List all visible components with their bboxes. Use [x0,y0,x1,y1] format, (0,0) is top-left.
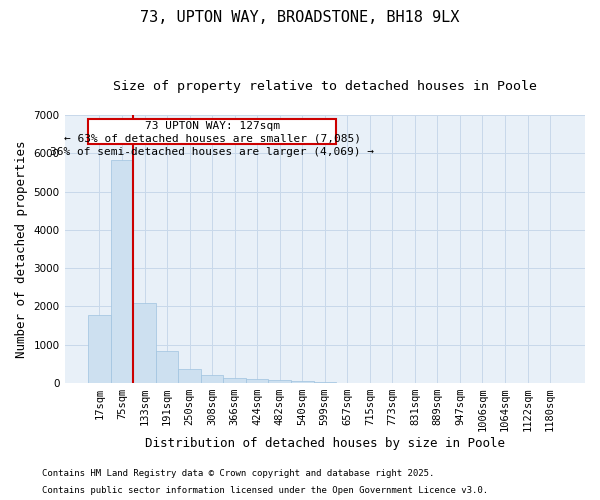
Bar [246,380,268,383]
Y-axis label: Number of detached properties: Number of detached properties [15,140,28,358]
X-axis label: Distribution of detached houses by size in Poole: Distribution of detached houses by size … [145,437,505,450]
Bar [111,160,133,383]
Bar [156,352,178,383]
Bar [268,380,291,383]
Bar [291,381,314,383]
FancyBboxPatch shape [88,119,336,144]
Bar [133,303,156,383]
Bar [88,314,111,383]
Text: Contains public sector information licensed under the Open Government Licence v3: Contains public sector information licen… [42,486,488,495]
Text: Contains HM Land Registry data © Crown copyright and database right 2025.: Contains HM Land Registry data © Crown c… [42,468,434,477]
Bar [201,375,223,383]
Bar [223,378,246,383]
Text: 73 UPTON WAY: 127sqm
← 63% of detached houses are smaller (7,085)
36% of semi-de: 73 UPTON WAY: 127sqm ← 63% of detached h… [50,120,374,157]
Text: 73, UPTON WAY, BROADSTONE, BH18 9LX: 73, UPTON WAY, BROADSTONE, BH18 9LX [140,10,460,25]
Title: Size of property relative to detached houses in Poole: Size of property relative to detached ho… [113,80,537,93]
Bar [178,368,201,383]
